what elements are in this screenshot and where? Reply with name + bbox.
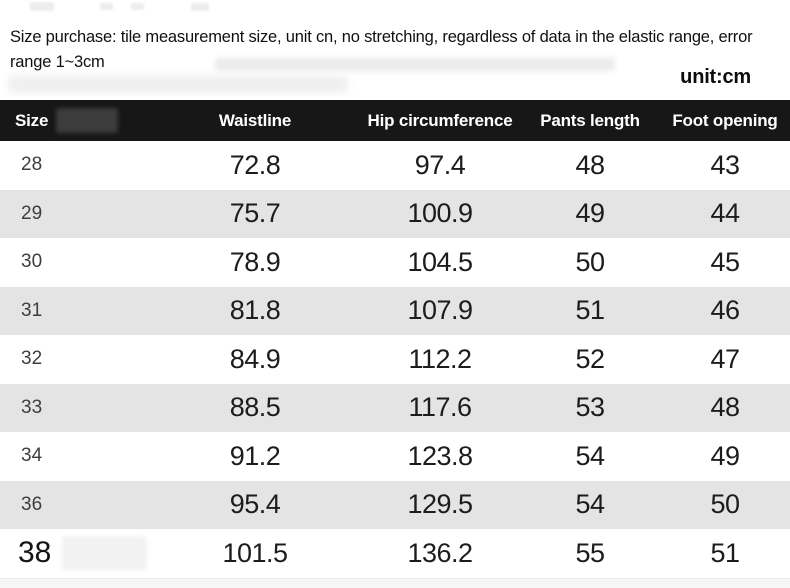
watermark-artifact — [30, 2, 54, 11]
table-row: 36 95.4 129.5 54 50 — [0, 480, 790, 529]
cell-size: 38 — [18, 536, 52, 570]
cell-size: 36 — [21, 493, 43, 515]
table-row: 33 88.5 117.6 53 48 — [0, 383, 790, 432]
table-row: 28 72.8 97.4 48 43 — [0, 141, 790, 190]
cell-waistline: 75.7 — [229, 198, 281, 229]
table-row: 34 91.2 123.8 54 49 — [0, 432, 790, 481]
cell-pants-length: 54 — [575, 440, 605, 471]
table-row: 30 78.9 104.5 50 45 — [0, 238, 790, 287]
cell-waistline: 84.9 — [229, 343, 281, 374]
cell-pants-length: 52 — [575, 343, 605, 374]
watermark-artifact — [8, 76, 348, 93]
column-header-foot-opening: Foot opening — [672, 110, 778, 130]
size-description-line2: range 1~3cm — [10, 53, 105, 71]
cell-size: 34 — [21, 445, 43, 467]
cell-foot-opening: 44 — [710, 198, 740, 229]
table-row: 32 84.9 112.2 52 47 — [0, 335, 790, 384]
cell-size: 31 — [21, 299, 43, 321]
cell-hip: 100.9 — [407, 198, 473, 229]
watermark-artifact — [131, 3, 144, 10]
table-row: 29 75.7 100.9 49 44 — [0, 189, 790, 238]
cell-pants-length: 54 — [575, 489, 605, 520]
cell-waistline: 101.5 — [222, 537, 288, 568]
cell-hip: 136.2 — [407, 537, 473, 568]
table-row: 38 101.5 136.2 55 51 — [0, 529, 790, 578]
column-header-waistline: Waistline — [218, 110, 292, 130]
table-header-row: Size Waistline Hip circumference Pants l… — [0, 100, 790, 141]
cell-pants-length: 49 — [575, 198, 605, 229]
cell-pants-length: 51 — [575, 295, 605, 326]
watermark-artifact — [215, 58, 615, 71]
cell-waistline: 72.8 — [229, 149, 281, 180]
table-row: 31 81.8 107.9 51 46 — [0, 286, 790, 335]
cell-foot-opening: 48 — [710, 392, 740, 423]
bottom-strip — [0, 577, 790, 588]
cell-foot-opening: 43 — [710, 149, 740, 180]
watermark-artifact — [191, 3, 209, 11]
cell-foot-opening: 46 — [710, 295, 740, 326]
cell-foot-opening: 50 — [710, 489, 740, 520]
column-header-size: Size — [15, 110, 49, 130]
cell-size: 32 — [21, 348, 43, 370]
watermark-artifact — [100, 3, 113, 10]
watermark-artifact — [56, 108, 118, 133]
cell-hip: 107.9 — [407, 295, 473, 326]
cell-pants-length: 53 — [575, 392, 605, 423]
cell-size: 28 — [21, 154, 43, 176]
cell-foot-opening: 51 — [710, 537, 740, 568]
cell-hip: 112.2 — [408, 343, 472, 374]
size-table: Size Waistline Hip circumference Pants l… — [0, 100, 790, 588]
cell-foot-opening: 47 — [710, 343, 740, 374]
cell-waistline: 88.5 — [229, 392, 281, 423]
cell-pants-length: 55 — [575, 537, 605, 568]
cell-waistline: 78.9 — [229, 246, 281, 277]
cell-size: 30 — [21, 251, 43, 273]
cell-waistline: 91.2 — [229, 440, 281, 471]
cell-hip: 117.6 — [408, 392, 472, 423]
cell-waistline: 95.4 — [229, 489, 281, 520]
cell-foot-opening: 49 — [710, 440, 740, 471]
cell-size: 33 — [21, 396, 43, 418]
cell-waistline: 81.8 — [229, 295, 281, 326]
unit-label: unit:cm — [680, 66, 751, 88]
cell-hip: 129.5 — [407, 489, 473, 520]
cell-hip: 104.5 — [407, 246, 473, 277]
cell-hip: 123.8 — [407, 440, 473, 471]
cell-pants-length: 48 — [575, 149, 605, 180]
column-header-pants-length: Pants length — [540, 110, 640, 130]
size-description: Size purchase: tile measurement size, un… — [10, 25, 776, 75]
cell-hip: 97.4 — [414, 149, 466, 180]
size-description-line1: Size purchase: tile measurement size, un… — [10, 28, 753, 46]
cell-foot-opening: 45 — [710, 246, 740, 277]
column-header-hip: Hip circumference — [367, 110, 513, 130]
cell-size: 29 — [21, 202, 43, 224]
watermark-artifact — [62, 536, 147, 570]
cell-pants-length: 50 — [575, 246, 605, 277]
top-section: Size purchase: tile measurement size, un… — [0, 0, 790, 100]
